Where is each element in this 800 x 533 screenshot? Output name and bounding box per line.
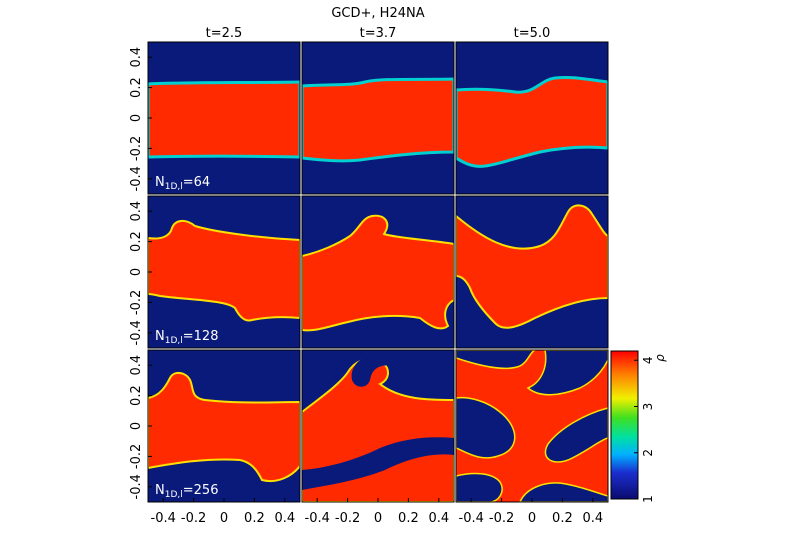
y-tick-label: -0.2 — [129, 444, 144, 469]
x-tick-label: 0.2 — [552, 511, 573, 526]
y-tick-label: -0.4 — [129, 166, 144, 191]
panel-row3-t37 — [302, 350, 454, 502]
y-tick-label: 0 — [129, 422, 144, 430]
x-tick-label: 0.4 — [428, 511, 449, 526]
row-label-256: N1D,l=256 — [155, 483, 218, 500]
x-tick-label: -0.4 — [459, 511, 484, 526]
y-tick-label: -0.2 — [129, 136, 144, 161]
panel-row2-t37 — [302, 196, 454, 348]
x-tick-label: 0 — [528, 511, 536, 526]
panel-row2-t50 — [456, 196, 608, 348]
x-tick-label: 0.2 — [244, 511, 265, 526]
colorbar-tick-label: 3 — [641, 403, 655, 411]
row-label-128: N1D,l=128 — [155, 329, 218, 346]
x-tick-label: -0.2 — [489, 511, 514, 526]
x-tick-label: 0 — [220, 511, 228, 526]
x-tick-label: 0 — [374, 511, 382, 526]
panel-row3-t50 — [456, 350, 608, 502]
row-label-64: N1D,l=64 — [155, 175, 210, 192]
colorbar-label: ρ — [653, 354, 667, 362]
x-tick-label: 0.2 — [398, 511, 419, 526]
figure-title: GCD+, H24NA — [331, 6, 424, 21]
svg-text:N1D,l=256: N1D,l=256 — [155, 483, 218, 500]
x-tick-label: -0.2 — [181, 511, 206, 526]
y-tick-label: 0.2 — [129, 231, 144, 252]
colorbar-tick-label: 1 — [641, 495, 655, 503]
y-tick-label: -0.4 — [129, 320, 144, 345]
colorbar-tick-label: 4 — [641, 356, 655, 364]
svg-text:N1D,l=64: N1D,l=64 — [155, 175, 210, 192]
colorbar-tick-label: 2 — [641, 449, 655, 457]
y-tick-label: 0.2 — [129, 385, 144, 406]
x-tick-label: -0.4 — [305, 511, 330, 526]
x-tick-label: 0.4 — [582, 511, 603, 526]
x-tick-label: -0.2 — [335, 511, 360, 526]
y-tick-label: -0.2 — [129, 290, 144, 315]
y-tick-label: 0.4 — [129, 47, 144, 68]
x-axes: -0.4 -0.2 0 0.2 0.4 -0.4 -0.2 0 0.2 0.4 -0.4 -0.2 0 0… — [151, 498, 603, 526]
column-title-t37: t=3.7 — [360, 26, 397, 41]
column-title-t50: t=5.0 — [514, 26, 551, 41]
panel-row1-t50 — [456, 42, 608, 194]
y-tick-label: 0.2 — [129, 77, 144, 98]
column-title-t25: t=2.5 — [206, 26, 243, 41]
panel-row1-t37 — [302, 42, 454, 194]
panel-row3-t25 — [148, 350, 300, 502]
panel-row1-t25 — [148, 42, 300, 194]
colorbar: 1 2 3 4 ρ — [610, 350, 667, 503]
y-tick-label: 0 — [129, 114, 144, 122]
x-tick-label: 0.4 — [274, 511, 295, 526]
x-tick-label: -0.4 — [151, 511, 176, 526]
y-tick-label: 0.4 — [129, 201, 144, 222]
y-tick-label: 0 — [129, 268, 144, 276]
colorbar-ticks: 1 2 3 4 — [634, 356, 655, 503]
y-tick-label: -0.4 — [129, 474, 144, 499]
svg-text:N1D,l=128: N1D,l=128 — [155, 329, 218, 346]
y-tick-label: 0.4 — [129, 355, 144, 376]
panel-row2-t25 — [148, 196, 300, 348]
y-axes: -0.4 -0.2 0 0.2 0.4 -0.4 -0.2 0 0.2 0.4 -0.4 -0.2 0 0… — [129, 47, 152, 499]
